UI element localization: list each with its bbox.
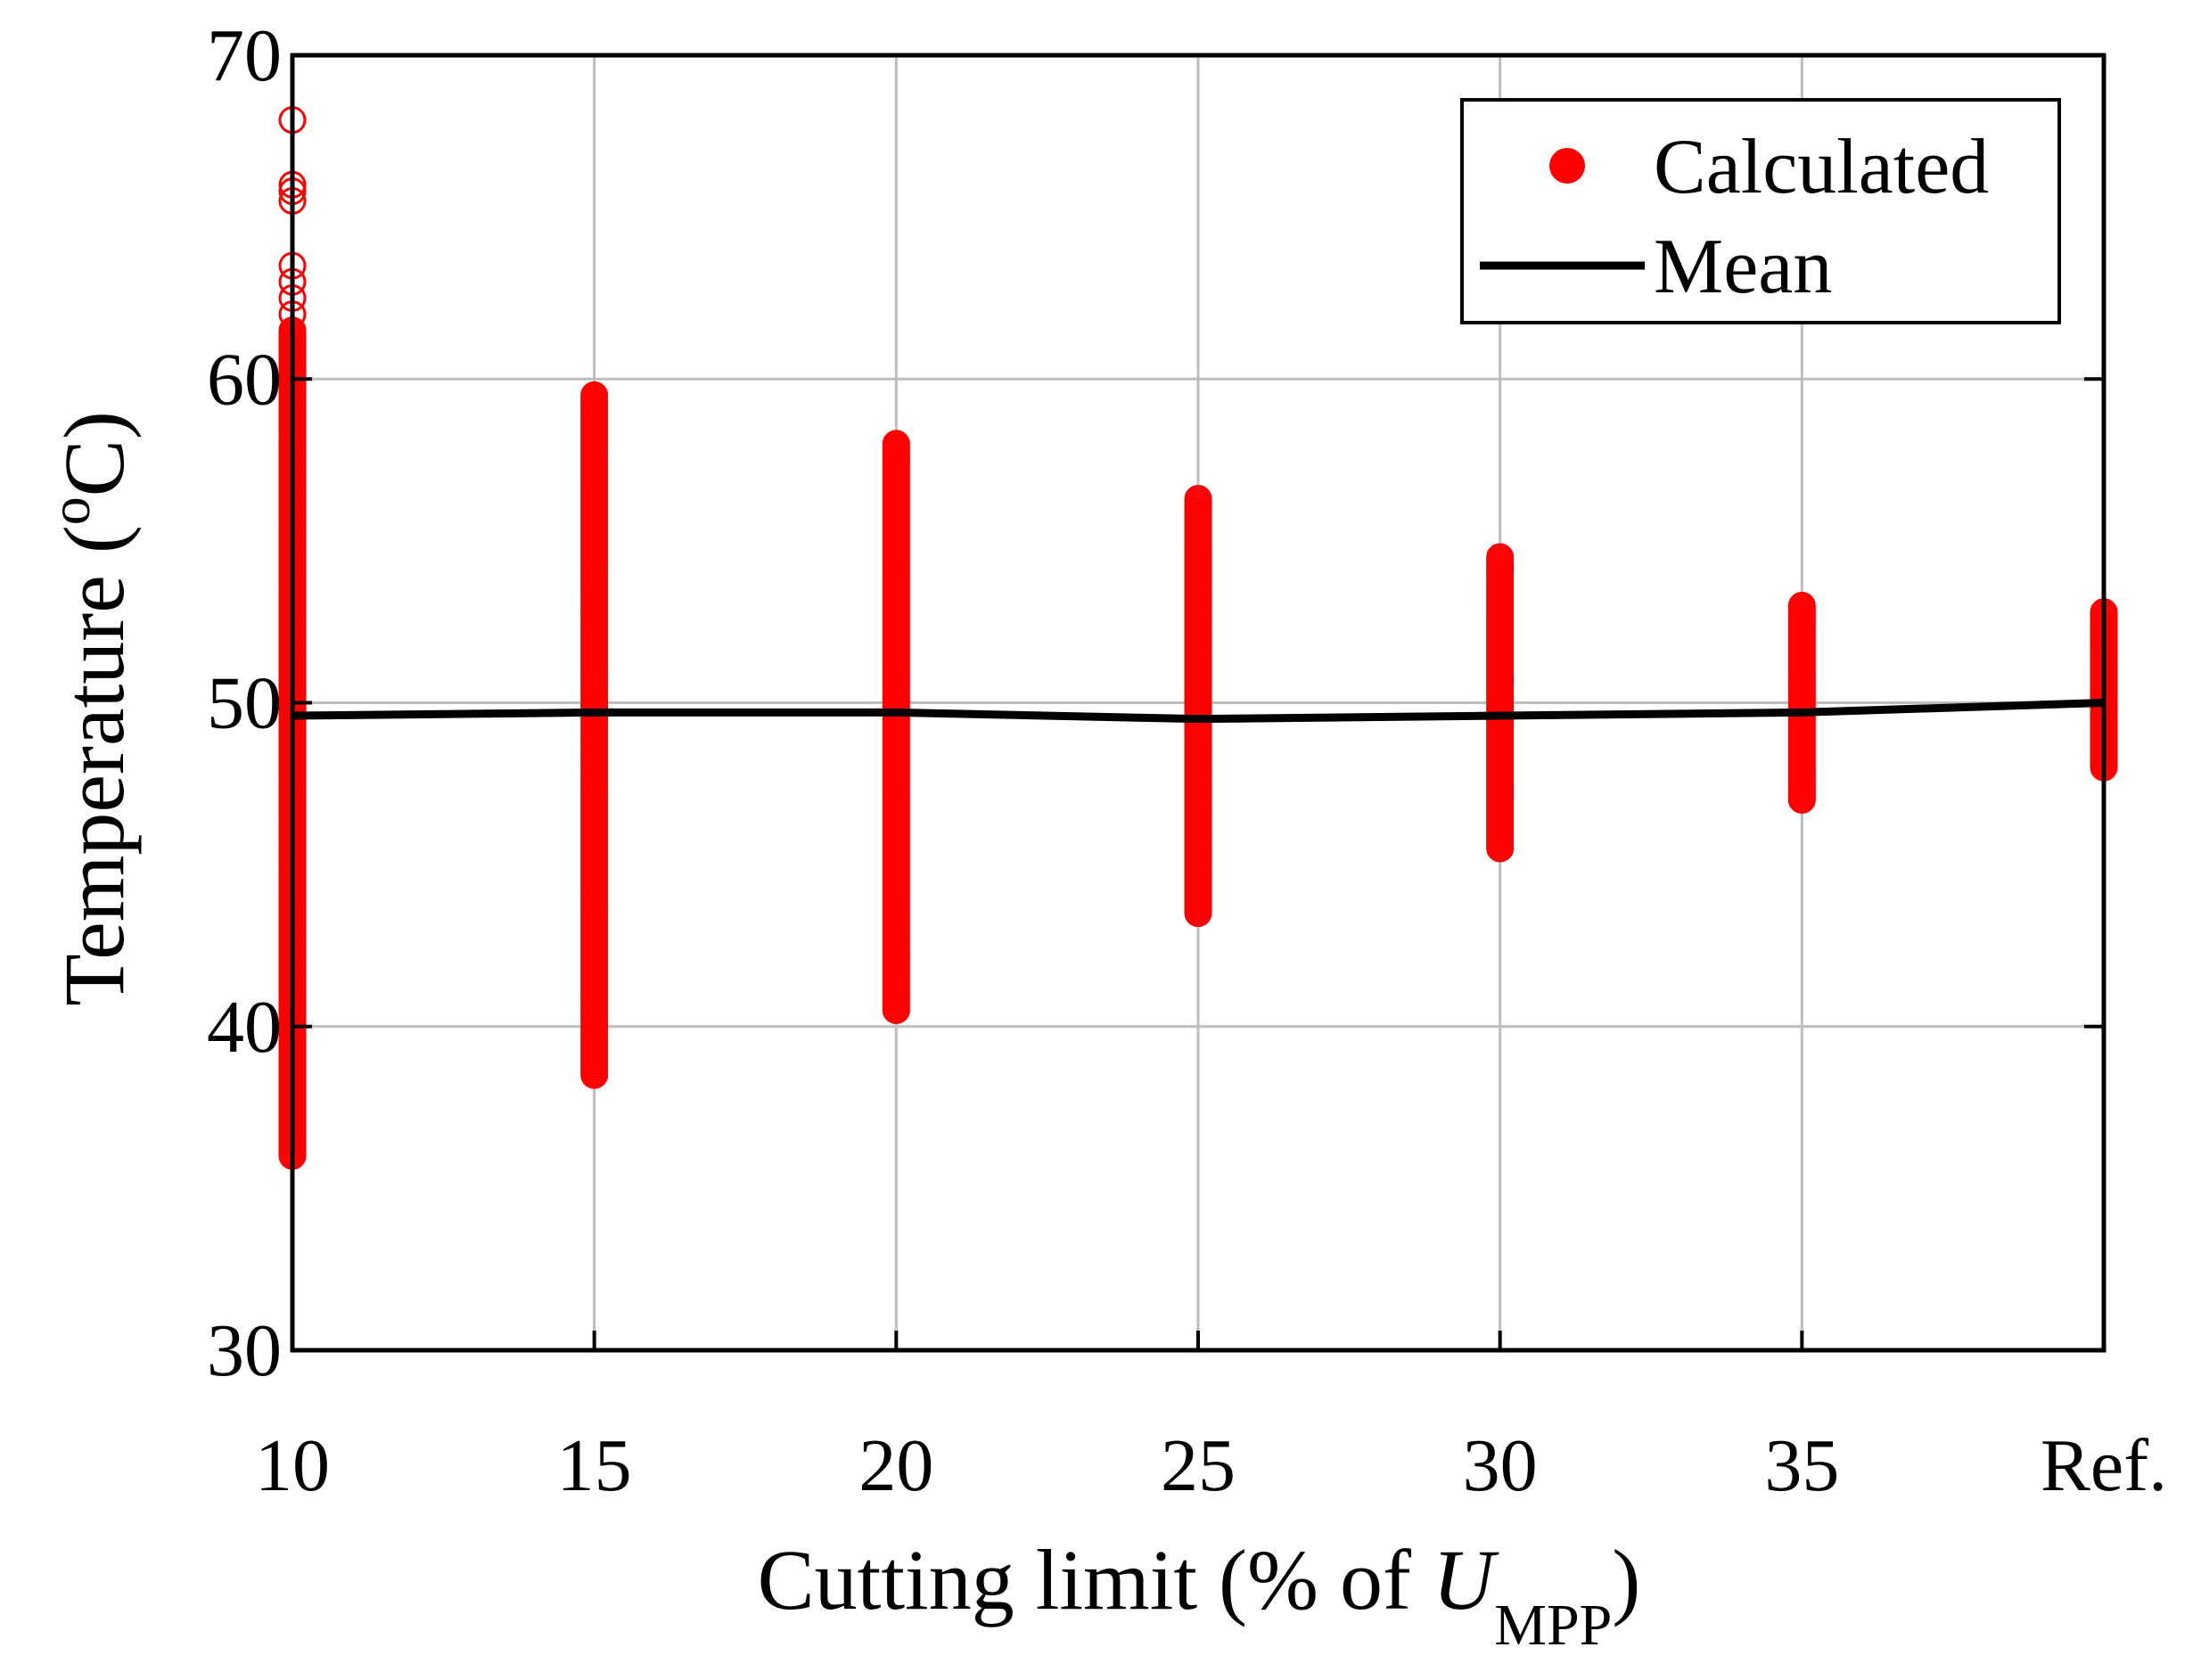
x-axis-label-prefix: Cutting limit (% of (758, 1532, 1433, 1627)
x-axis-label: Cutting limit (% of UMPP) (758, 1532, 1641, 1658)
legend-label-mean: Mean (1654, 224, 1832, 310)
y-axis-label-unit: C (46, 439, 142, 496)
x-axis-label-subscript: MPP (1494, 1593, 1612, 1658)
x-tick-label: 10 (255, 1424, 330, 1507)
data-point-cluster (1187, 502, 1210, 910)
y-tick-label: 70 (207, 14, 282, 97)
mean-line (292, 699, 2105, 724)
data-point-cluster (582, 398, 606, 1072)
x-tick-labels: 10 15 20 25 30 35 Ref. (255, 1331, 2167, 1507)
y-axis-label: Temperature (oC) (38, 411, 142, 1006)
legend: Calculated Mean (1460, 98, 2061, 324)
x-tick-label: Ref. (2041, 1424, 2167, 1507)
y-axis-label-superscript: o (38, 496, 102, 525)
y-axis-label-prefix: Temperature ( (46, 525, 142, 1006)
data-point-cluster (1488, 561, 1512, 845)
legend-box (1460, 98, 2061, 324)
y-tick-label: 60 (207, 338, 282, 421)
data-point-cluster (884, 447, 908, 1007)
y-tick-label: 50 (207, 662, 282, 745)
y-tick-label: 40 (207, 986, 282, 1069)
data-point-cluster (1790, 609, 1814, 797)
x-tick-label: 20 (858, 1424, 933, 1507)
x-axis-label-suffix: ) (1612, 1532, 1640, 1627)
y-tick-label: 30 (207, 1309, 282, 1392)
y-tick-labels: 30 40 50 60 70 (207, 14, 2104, 1392)
legend-label-calculated: Calculated (1654, 124, 1989, 210)
x-tick-label: 25 (1161, 1424, 1236, 1507)
legend-marker-calculated (1549, 148, 1585, 184)
x-tick-label: 30 (1463, 1424, 1538, 1507)
x-tick-label: 15 (557, 1424, 632, 1507)
y-axis-label-suffix: ) (46, 411, 142, 439)
x-axis-label-variable: U (1433, 1532, 1499, 1627)
mean-series (292, 699, 2105, 724)
x-tick-label: 35 (1764, 1424, 1839, 1507)
